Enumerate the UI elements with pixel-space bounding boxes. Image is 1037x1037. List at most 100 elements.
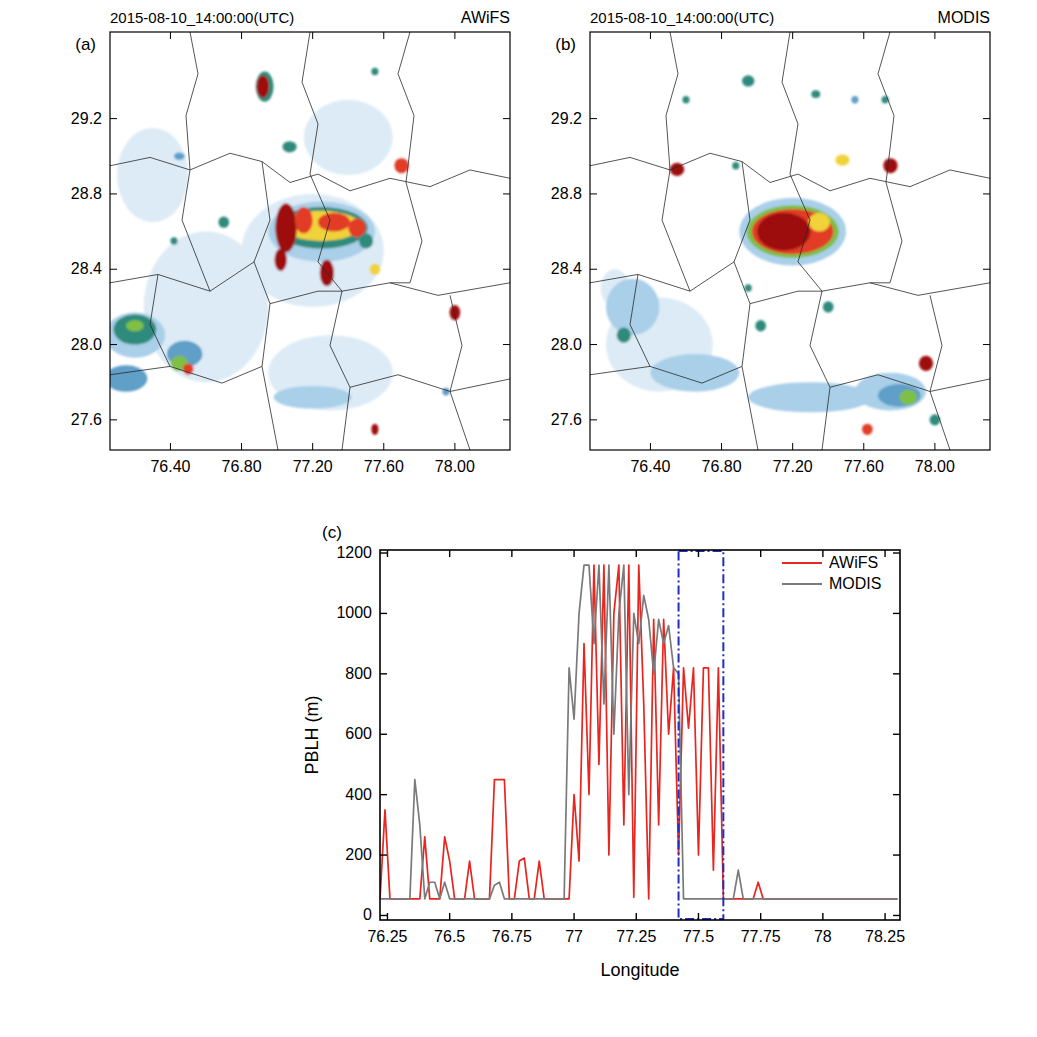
y-tick-right [893, 794, 900, 795]
x-tick-top [383, 32, 384, 39]
x-tick [698, 913, 699, 920]
rain-cell [732, 162, 739, 170]
y-axis-title: PBLH (m) [302, 695, 322, 774]
y-tick [380, 552, 387, 553]
y-tick [110, 344, 117, 345]
y-tick-right [983, 419, 990, 420]
map-subtitle: MODIS [938, 9, 990, 26]
x-tick-label: 76.80 [702, 458, 742, 475]
rain-cell [617, 328, 631, 343]
rain-cell [394, 158, 408, 173]
rain-cell [752, 209, 834, 254]
y-tick [590, 118, 597, 119]
rain-cell [757, 213, 810, 251]
map-background [590, 32, 990, 450]
x-tick [170, 443, 171, 450]
x-tick-top [650, 32, 651, 39]
rain-cell [450, 305, 461, 320]
rain-cell [823, 301, 834, 312]
district-boundary [590, 153, 742, 170]
rain-cell [862, 424, 873, 435]
y-tick-label: 1200 [336, 544, 372, 561]
y-tick [590, 419, 597, 420]
legend-swatch [782, 562, 822, 564]
y-tick [590, 269, 597, 270]
rain-cell [682, 96, 689, 104]
rain-cell [256, 72, 274, 102]
district-boundary [182, 170, 210, 291]
x-tick-label: 76.25 [367, 928, 407, 945]
rain-cell [110, 313, 165, 358]
y-tick-label: 27.6 [71, 411, 102, 428]
district-boundary [302, 32, 318, 174]
district-boundary [110, 366, 262, 383]
y-tick-right [893, 552, 900, 553]
plot-frame [380, 550, 900, 920]
rain-cell [742, 75, 754, 86]
rain-cell [748, 382, 872, 412]
legend-swatch [782, 583, 822, 585]
y-tick-right [983, 269, 990, 270]
x-tick-label: 77.60 [364, 458, 404, 475]
district-boundary [734, 162, 758, 450]
map-title: 2015-08-10_14:00:00(UTC) [590, 9, 774, 26]
x-tick-label: 77.5 [683, 928, 714, 945]
y-tick-right [983, 344, 990, 345]
x-tick [312, 443, 313, 450]
rain-cell [745, 284, 752, 292]
rain-cell [809, 213, 830, 232]
district-boundary [630, 274, 650, 366]
x-tick [721, 443, 722, 450]
rain-cell [144, 232, 268, 383]
y-tick-label: 28.0 [71, 336, 102, 353]
y-tick-right [893, 734, 900, 735]
rain-cell [835, 154, 849, 165]
x-tick-top [636, 550, 637, 557]
rain-cell [371, 424, 378, 435]
x-tick [863, 443, 864, 450]
rain-cell [183, 363, 194, 374]
y-tick-right [893, 673, 900, 674]
series-line [380, 565, 898, 899]
district-boundary [390, 182, 422, 282]
y-tick-right [503, 118, 510, 119]
rain-cell [170, 237, 177, 245]
x-tick-top [698, 550, 699, 557]
x-tick-top [863, 32, 864, 39]
rain-field [110, 68, 460, 435]
y-tick-label: 28.4 [551, 260, 582, 277]
y-tick-right [983, 118, 990, 119]
map-panel: 76.4076.8077.2077.6078.0027.628.028.428.… [551, 9, 990, 475]
x-tick-label: 78.00 [435, 458, 475, 475]
y-tick-label: 0 [363, 906, 372, 923]
y-tick-label: 800 [345, 665, 372, 682]
panel-letter: (a) [75, 35, 96, 54]
x-tick [454, 443, 455, 450]
map-frame [110, 32, 510, 450]
plot-area [590, 32, 990, 450]
y-tick-right [893, 915, 900, 916]
x-tick [760, 913, 761, 920]
y-tick [110, 193, 117, 194]
x-tick-label: 77.20 [293, 458, 333, 475]
map-frame [590, 32, 990, 450]
x-tick-label: 77.60 [844, 458, 884, 475]
map-subtitle: AWiFS [461, 9, 510, 26]
x-tick-top [760, 550, 761, 557]
rain-cell [851, 96, 858, 104]
x-tick-label: 77.25 [616, 928, 656, 945]
rain-cell [883, 158, 897, 173]
x-tick-label: 76.40 [630, 458, 670, 475]
x-tick [792, 443, 793, 450]
district-boundary [662, 170, 690, 291]
district-boundary [262, 162, 510, 191]
rain-cell [218, 217, 229, 228]
line-panel: 76.2576.576.757777.2577.577.757878.25020… [302, 523, 905, 980]
rain-cell [126, 320, 144, 331]
y-tick-label: 27.6 [551, 411, 582, 428]
y-tick [380, 613, 387, 614]
y-tick [380, 734, 387, 735]
x-tick-top [241, 32, 242, 39]
district-boundary [350, 375, 510, 392]
district-boundary [790, 174, 830, 450]
